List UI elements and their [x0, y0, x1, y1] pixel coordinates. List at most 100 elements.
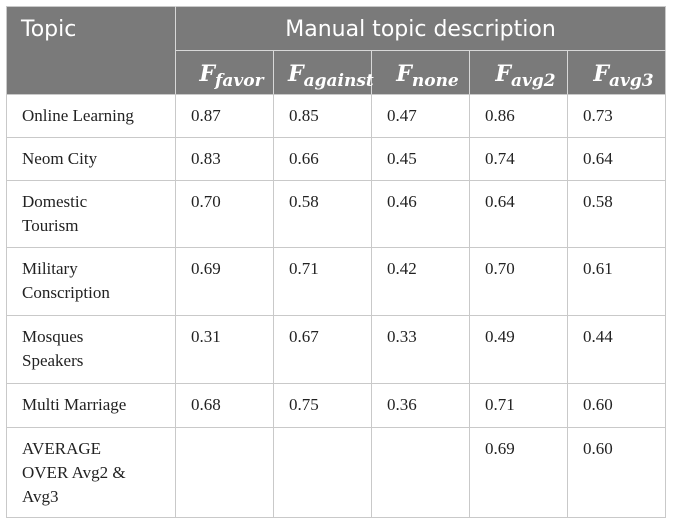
- metric-header-avg2: Favg2: [469, 50, 568, 95]
- topic-line: Speakers: [22, 351, 84, 370]
- topic-line: Avg3: [22, 487, 59, 506]
- topic-cell: Military Conscription: [6, 247, 176, 316]
- topic-cell: Neom City: [6, 137, 176, 181]
- value-text: 0.33: [387, 327, 417, 346]
- table-row: Neom City 0.83 0.66 0.45 0.74 0.64: [6, 137, 667, 181]
- table-row: Multi Marriage 0.68 0.75 0.36 0.71 0.60: [6, 383, 667, 428]
- value-text: 0.68: [191, 395, 221, 414]
- table-row: Online Learning 0.87 0.85 0.47 0.86 0.73: [6, 94, 667, 138]
- value-text: 0.42: [387, 259, 417, 278]
- value-cell: 0.46: [371, 180, 470, 248]
- value-text: 0.47: [387, 106, 417, 125]
- table-row: Military Conscription 0.69 0.71 0.42 0.70 0.61: [6, 247, 667, 316]
- table-body: Online Learning 0.87 0.85 0.47 0.86 0.73 Neom …: [6, 94, 667, 518]
- value-cell: 0.64: [469, 180, 568, 248]
- value-text: 0.67: [289, 327, 319, 346]
- topic-line: Mosques: [22, 327, 84, 346]
- value-cell: 0.33: [371, 315, 470, 384]
- topic-line: Domestic: [22, 192, 88, 211]
- value-text: 0.66: [289, 149, 319, 168]
- value-text: 0.58: [583, 192, 613, 211]
- value-text: 0.45: [387, 149, 417, 168]
- value-text: 0.87: [191, 106, 221, 125]
- value-cell: 0.74: [469, 137, 568, 181]
- topic-cell: AVERAGE OVER Avg2 & Avg3: [6, 427, 176, 518]
- value-cell: 0.68: [175, 383, 274, 428]
- value-text: 0.71: [289, 259, 319, 278]
- value-cell: 0.69: [175, 247, 274, 316]
- value-text: 0.75: [289, 395, 319, 414]
- value-cell: 0.70: [469, 247, 568, 316]
- topic-cell: Multi Marriage: [6, 383, 176, 428]
- value-text: 0.60: [583, 439, 613, 458]
- value-text: 0.58: [289, 192, 319, 211]
- table-row: AVERAGE OVER Avg2 & Avg3 0.69 0.60: [6, 427, 667, 518]
- value-text: 0.61: [583, 259, 613, 278]
- topic-line: Neom City: [22, 149, 98, 168]
- value-cell: 0.47: [371, 94, 470, 138]
- value-cell: 0.31: [175, 315, 274, 384]
- table-row: Mosques Speakers 0.31 0.67 0.33 0.49 0.44: [6, 315, 667, 384]
- value-cell: [371, 427, 470, 518]
- value-text: 0.31: [191, 327, 221, 346]
- value-cell: 0.49: [469, 315, 568, 384]
- results-table: Topic Manual topic description Ffavor Fa…: [6, 6, 667, 518]
- topic-line: Conscription: [22, 283, 110, 302]
- value-cell: 0.64: [566, 137, 667, 181]
- value-text: 0.69: [191, 259, 221, 278]
- value-cell: 0.60: [566, 427, 667, 518]
- value-cell: 0.86: [469, 94, 568, 138]
- value-text: 0.36: [387, 395, 417, 414]
- value-text: 0.85: [289, 106, 319, 125]
- value-cell: [273, 427, 372, 518]
- value-text: 0.69: [485, 439, 515, 458]
- value-cell: 0.42: [371, 247, 470, 316]
- metric-header-favor: Ffavor: [175, 50, 274, 95]
- metric-header-avg3: Favg3: [566, 50, 667, 95]
- value-cell: 0.85: [273, 94, 372, 138]
- manual-description-label: Manual topic description: [285, 17, 556, 42]
- topic-line: Military: [22, 259, 78, 278]
- value-cell: 0.60: [566, 383, 667, 428]
- topic-line: Tourism: [22, 216, 79, 235]
- metric-header-none: Fnone: [371, 50, 470, 95]
- topic-line: AVERAGE: [22, 439, 102, 458]
- topic-line: Multi Marriage: [22, 395, 127, 414]
- value-text: 0.49: [485, 327, 515, 346]
- metric-header-against: Fagainst: [273, 50, 374, 95]
- value-cell: 0.69: [469, 427, 568, 518]
- value-text: 0.64: [583, 149, 613, 168]
- value-cell: 0.75: [273, 383, 372, 428]
- value-cell: 0.66: [273, 137, 372, 181]
- topic-cell: Online Learning: [6, 94, 176, 138]
- value-cell: 0.73: [566, 94, 667, 138]
- value-cell: 0.71: [469, 383, 568, 428]
- value-cell: 0.61: [566, 247, 667, 316]
- value-text: 0.86: [485, 106, 515, 125]
- topic-header-label: Topic: [21, 17, 77, 42]
- value-cell: 0.44: [566, 315, 667, 384]
- value-cell: 0.58: [273, 180, 372, 248]
- value-text: 0.70: [485, 259, 515, 278]
- value-text: 0.46: [387, 192, 417, 211]
- value-cell: 0.70: [175, 180, 274, 248]
- value-cell: 0.36: [371, 383, 470, 428]
- topic-cell: Domestic Tourism: [6, 180, 176, 248]
- manual-description-header: Manual topic description: [174, 6, 667, 51]
- value-text: 0.44: [583, 327, 613, 346]
- value-text: 0.73: [583, 106, 613, 125]
- value-cell: 0.45: [371, 137, 470, 181]
- value-cell: 0.87: [175, 94, 274, 138]
- topic-line: OVER Avg2 &: [22, 463, 126, 482]
- value-text: 0.60: [583, 395, 613, 414]
- topic-column-header: Topic: [6, 6, 176, 95]
- topic-cell: Mosques Speakers: [6, 315, 176, 384]
- value-text: 0.74: [485, 149, 515, 168]
- topic-line: Online Learning: [22, 106, 134, 125]
- value-cell: [175, 427, 274, 518]
- value-text: 0.83: [191, 149, 221, 168]
- value-text: 0.70: [191, 192, 221, 211]
- table-row: Domestic Tourism 0.70 0.58 0.46 0.64 0.58: [6, 180, 667, 248]
- value-cell: 0.67: [273, 315, 372, 384]
- value-text: 0.64: [485, 192, 515, 211]
